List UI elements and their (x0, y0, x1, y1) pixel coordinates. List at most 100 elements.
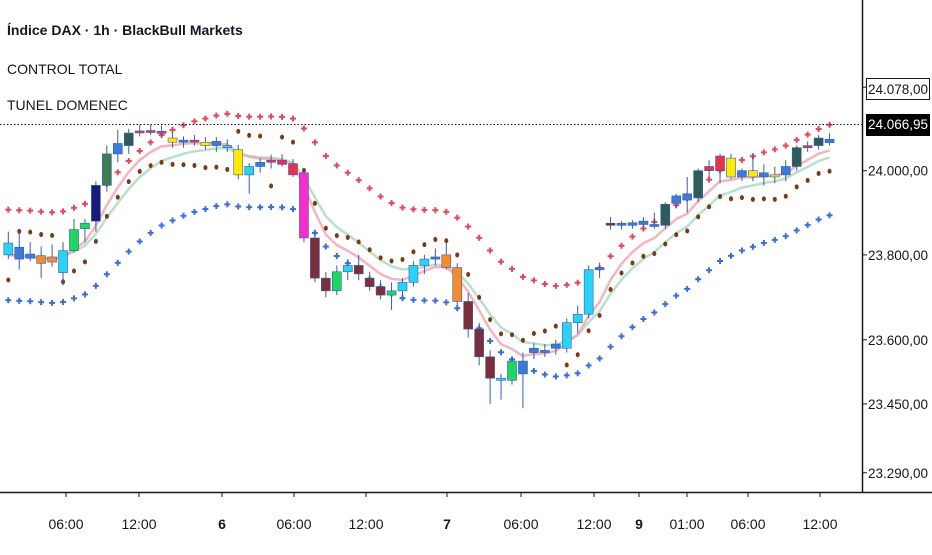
lower-band-dot (71, 295, 77, 302)
candle (80, 218, 90, 243)
candle-body (353, 265, 364, 275)
trailing-stop-dot (400, 257, 405, 263)
indicator-label-control-total[interactable]: CONTROL TOTAL (7, 61, 123, 77)
trailing-stop-dot (389, 258, 394, 264)
candle (638, 216, 649, 228)
candle-body (14, 246, 25, 260)
candle (266, 154, 276, 169)
trailing-stop-dot (137, 168, 142, 174)
candle (331, 265, 342, 296)
price-axis[interactable]: 24.200,0024.000,0023.800,0023.600,0023.4… (862, 80, 928, 481)
candle-body (288, 163, 298, 176)
candle-body (463, 301, 474, 330)
trailing-stop-dot (170, 161, 175, 167)
trailing-stop-dot (772, 196, 777, 202)
lower-band-dot (552, 373, 559, 380)
indicator-label-tunel-domenec[interactable]: TUNEL DOMENEC (7, 97, 128, 113)
upper-band-dot (563, 281, 570, 288)
time-tick-label: 06:00 (276, 516, 311, 532)
candle (737, 168, 747, 182)
candle-body (25, 253, 36, 259)
lower-band-dot (574, 370, 581, 377)
lower-band-dot (618, 333, 625, 340)
candle-body (310, 237, 320, 279)
trailing-stop-dot (750, 196, 755, 202)
upper-band-dot (16, 207, 23, 214)
trailing-stop-dot (619, 270, 624, 276)
candle-body (266, 159, 276, 163)
trailing-stop-dot (236, 128, 241, 134)
candle-body (660, 203, 671, 226)
candle (167, 133, 178, 148)
candle (671, 193, 682, 209)
lower-band-dot (443, 299, 450, 306)
candle-body (485, 356, 495, 379)
lower-band-dot (738, 247, 745, 254)
indicator-dots (5, 110, 833, 380)
upper-band-dot (487, 247, 494, 254)
trailing-stop-dot (214, 164, 219, 170)
candle (233, 144, 244, 180)
chart-title: Índice DAX · 1h · BlackBull Markets (7, 22, 243, 38)
candle (244, 163, 254, 194)
lower-band-dot (815, 216, 822, 223)
candle (58, 242, 68, 286)
lower-band-dot (147, 229, 154, 236)
candle-body (737, 170, 747, 178)
candle (540, 344, 550, 357)
time-tick-label: 01:00 (669, 516, 704, 532)
upper-band-dot (224, 110, 231, 117)
upper-band-dot (771, 146, 778, 153)
candle-body (813, 137, 824, 146)
upper-band-dot (509, 265, 515, 272)
upper-band-dot (333, 162, 340, 169)
trailing-stop-dot (542, 328, 547, 334)
trailing-stop-dot (433, 237, 438, 243)
candle (178, 136, 189, 148)
upper-band-dot (60, 208, 67, 215)
upper-band-dot (574, 279, 581, 286)
candle-body (386, 290, 397, 296)
lower-band-dot (125, 248, 132, 255)
lower-band-dot (246, 204, 253, 211)
trailing-stop-dot (575, 352, 580, 358)
fast-average-line (8, 141, 830, 358)
candle-body (594, 267, 605, 270)
candle (3, 231, 14, 260)
upper-band-dot (71, 204, 77, 211)
lower-band-dot (224, 201, 231, 208)
candle (791, 145, 802, 171)
candle (321, 271, 331, 298)
candle-body (748, 170, 758, 178)
upper-band-dot (27, 207, 34, 214)
lower-band-dot (793, 227, 800, 234)
candle-body (47, 256, 57, 263)
candle (496, 373, 506, 400)
upper-band-dot (377, 193, 384, 200)
trailing-stop-dot (564, 362, 569, 368)
candle (518, 352, 528, 409)
time-axis[interactable]: 06:00 12:00 6 06:00 12:00 7 06:00 12:00 9 01:00 06… (48, 492, 838, 532)
candle-body (189, 139, 200, 143)
candle-body (222, 145, 233, 148)
candle-body (277, 159, 287, 165)
candle (102, 145, 112, 192)
upper-band-dot (246, 113, 253, 120)
upper-band-dot (355, 177, 362, 184)
trailing-stop-dot (345, 234, 350, 240)
candle (342, 259, 353, 281)
candle (769, 166, 780, 184)
candle (452, 263, 463, 306)
candle (748, 153, 758, 182)
upper-band-dot (519, 273, 526, 280)
candle (189, 135, 200, 146)
candle (802, 141, 813, 152)
candle (726, 153, 736, 180)
lower-band-dot (169, 217, 176, 224)
trailing-stop-dot (718, 194, 723, 200)
candle-body (364, 277, 375, 287)
candle (353, 254, 364, 281)
candle (660, 202, 671, 229)
